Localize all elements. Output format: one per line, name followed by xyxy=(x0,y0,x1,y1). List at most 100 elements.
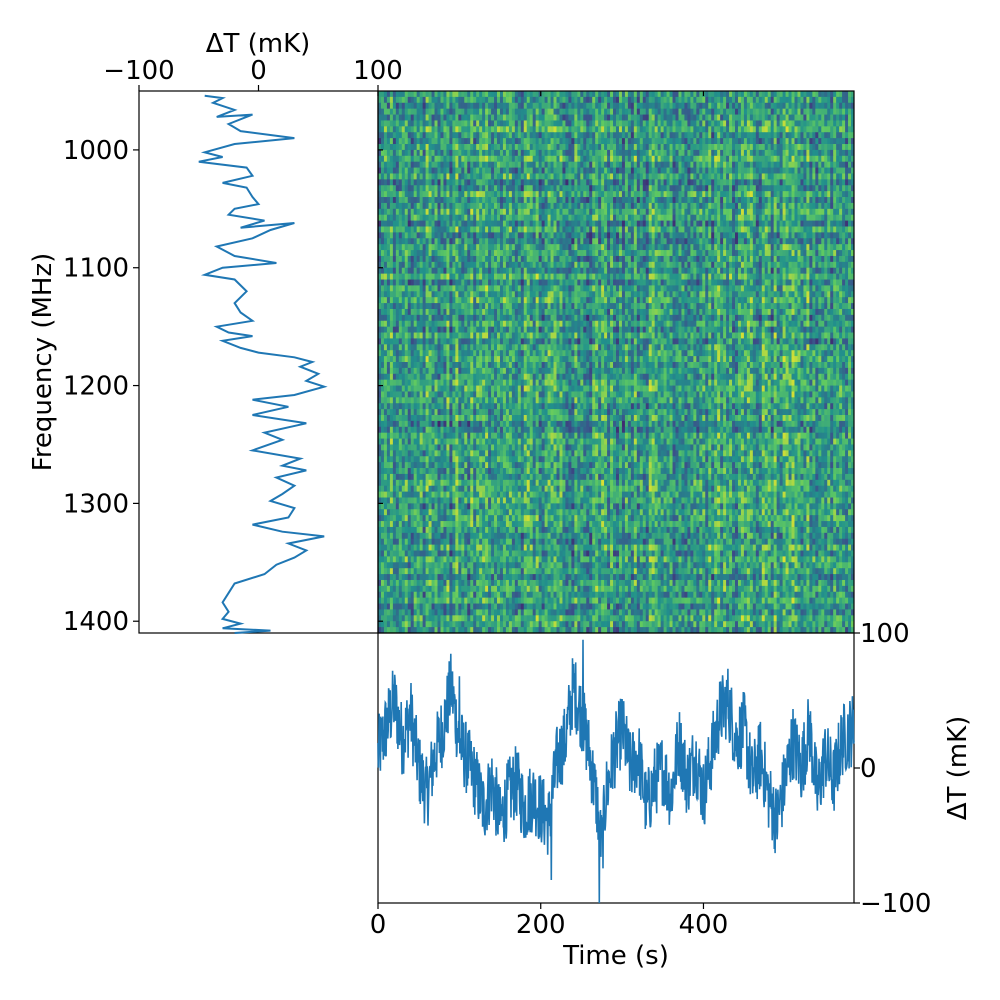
heatmap-cell xyxy=(562,179,566,186)
heatmap-cell xyxy=(708,149,712,157)
heatmap-cell xyxy=(818,161,822,168)
heatmap-cell xyxy=(651,161,656,168)
heatmap-cell xyxy=(559,197,563,204)
heatmap-cell xyxy=(431,108,435,115)
heatmap-cell xyxy=(476,197,480,204)
heatmap-cell xyxy=(773,208,778,216)
heatmap-cell xyxy=(422,250,427,257)
heatmap-cell xyxy=(833,173,837,180)
heatmap-cell xyxy=(842,144,846,151)
heatmap-cell xyxy=(767,120,772,127)
heatmap-cell xyxy=(824,91,828,98)
heatmap-cell xyxy=(845,149,849,157)
heatmap-cell xyxy=(806,132,810,139)
heatmap-cell xyxy=(386,197,391,204)
heatmap-cell xyxy=(806,96,810,104)
heatmap-cell xyxy=(410,261,415,269)
heatmap-cell xyxy=(764,226,769,233)
heatmap-cell xyxy=(779,155,784,163)
heatmap-cell xyxy=(556,138,560,145)
heatmap-cell xyxy=(494,155,498,163)
heatmap-cell xyxy=(746,102,751,110)
heatmap-cell xyxy=(764,220,769,227)
heatmap-cell xyxy=(401,226,406,233)
heatmap-cell xyxy=(672,214,676,222)
heatmap-cell xyxy=(770,149,775,157)
heatmap-cell xyxy=(568,220,572,227)
heatmap-cell xyxy=(654,149,659,157)
heatmap-cell xyxy=(419,273,424,280)
heatmap-cell xyxy=(785,208,789,216)
heatmap-cell xyxy=(544,220,548,227)
heatmap-cell xyxy=(491,250,495,257)
heatmap-cell xyxy=(523,197,528,204)
heatmap-cell xyxy=(702,208,706,216)
heatmap-cell xyxy=(544,173,548,180)
heatmap-cell xyxy=(717,144,721,151)
heatmap-cell xyxy=(455,102,459,110)
heatmap-cell xyxy=(803,102,807,110)
heatmap-cell xyxy=(830,132,834,139)
heatmap-cell xyxy=(770,126,775,133)
heatmap-cell xyxy=(502,96,507,104)
heatmap-cell xyxy=(773,173,778,180)
heatmap-cell xyxy=(714,197,718,204)
heatmap-cell xyxy=(624,126,629,133)
heatmap-cell xyxy=(761,138,766,145)
heatmap-cell xyxy=(574,244,578,251)
heatmap-cell xyxy=(815,91,819,98)
heatmap-cell xyxy=(767,126,772,133)
heatmap-cell xyxy=(809,167,813,174)
heatmap-cell xyxy=(407,120,412,127)
heatmap-cell xyxy=(723,149,727,157)
heatmap-cell xyxy=(586,261,590,269)
heatmap-cell xyxy=(419,226,424,233)
heatmap-cell xyxy=(452,273,456,280)
heatmap-cell xyxy=(613,132,617,139)
heatmap-cell xyxy=(669,244,673,251)
heatmap-cell xyxy=(502,220,507,227)
heatmap-cell xyxy=(380,108,385,115)
heatmap-cell xyxy=(499,144,504,151)
heatmap-cell xyxy=(497,250,501,257)
heatmap-cell xyxy=(517,96,522,104)
heatmap-cell xyxy=(607,102,611,110)
heatmap-cell xyxy=(464,96,468,104)
heatmap-cell xyxy=(735,244,739,251)
heatmap-cell xyxy=(648,220,653,227)
heatmap-cell xyxy=(836,155,840,163)
heatmap-cell xyxy=(428,120,432,127)
heatmap-cell xyxy=(604,108,608,115)
heatmap-cell xyxy=(443,261,447,269)
heatmap-cell xyxy=(761,114,766,121)
heatmap-cell xyxy=(464,261,468,269)
heatmap-cell xyxy=(383,120,388,127)
heatmap-cell xyxy=(535,167,540,174)
heatmap-cell xyxy=(550,191,554,198)
heatmap-cell xyxy=(378,208,382,216)
heatmap-cell xyxy=(458,185,462,192)
heatmap-cell xyxy=(627,108,632,115)
heatmap-cell xyxy=(574,161,578,168)
heatmap-cell xyxy=(535,144,540,151)
heatmap-cell xyxy=(419,220,424,227)
heatmap-cell xyxy=(595,214,599,222)
heatmap-cell xyxy=(535,267,540,275)
heatmap-cell xyxy=(529,255,534,263)
heatmap-cell xyxy=(613,120,617,127)
heatmap-cell xyxy=(479,250,483,257)
heatmap-cell xyxy=(488,255,492,263)
heatmap-cell xyxy=(547,197,551,204)
heatmap-cell xyxy=(479,226,483,233)
heatmap-cell xyxy=(395,144,400,151)
heatmap-cell xyxy=(497,96,501,104)
heatmap-cell xyxy=(690,132,694,139)
heatmap-cell xyxy=(395,214,400,222)
heatmap-cell xyxy=(440,120,444,127)
heatmap-cell xyxy=(776,114,781,121)
heatmap-cell xyxy=(803,267,807,275)
heatmap-cell xyxy=(669,91,673,98)
heatmap-cell xyxy=(684,214,688,222)
heatmap-cell xyxy=(601,267,605,275)
heatmap-cell xyxy=(732,208,736,216)
